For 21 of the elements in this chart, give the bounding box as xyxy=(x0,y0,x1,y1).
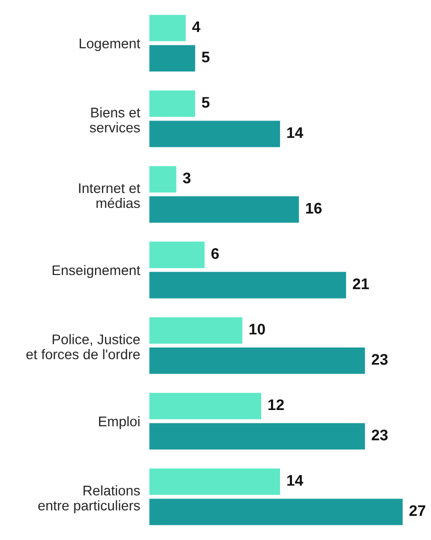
data-label: 5 xyxy=(202,97,210,108)
data-label: 14 xyxy=(287,475,304,486)
data-label: 6 xyxy=(211,248,219,259)
data-label: 16 xyxy=(306,202,322,214)
data-label: 5 xyxy=(202,52,210,62)
data-label: 23 xyxy=(372,430,388,440)
y-tick-label: Biens et services xyxy=(90,107,140,132)
data-label: 21 xyxy=(352,278,369,290)
data-label: 12 xyxy=(268,399,284,410)
data-label: 10 xyxy=(250,324,265,335)
data-label: 4 xyxy=(192,22,200,32)
data-label: 3 xyxy=(182,172,190,184)
y-tick-label: Internet et médias xyxy=(79,183,140,208)
y-tick-label: Emploi xyxy=(99,416,140,430)
y-tick-label: Relations entre particuliers xyxy=(38,485,140,514)
data-label: 23 xyxy=(372,354,388,365)
y-tick-label: Police, Justice et forces de l'ordre xyxy=(26,334,140,360)
y-tick-label: Logement xyxy=(80,38,140,52)
data-label: 27 xyxy=(409,505,426,516)
y-tick-label: Enseignement xyxy=(52,264,140,278)
data-label: 14 xyxy=(287,127,304,138)
